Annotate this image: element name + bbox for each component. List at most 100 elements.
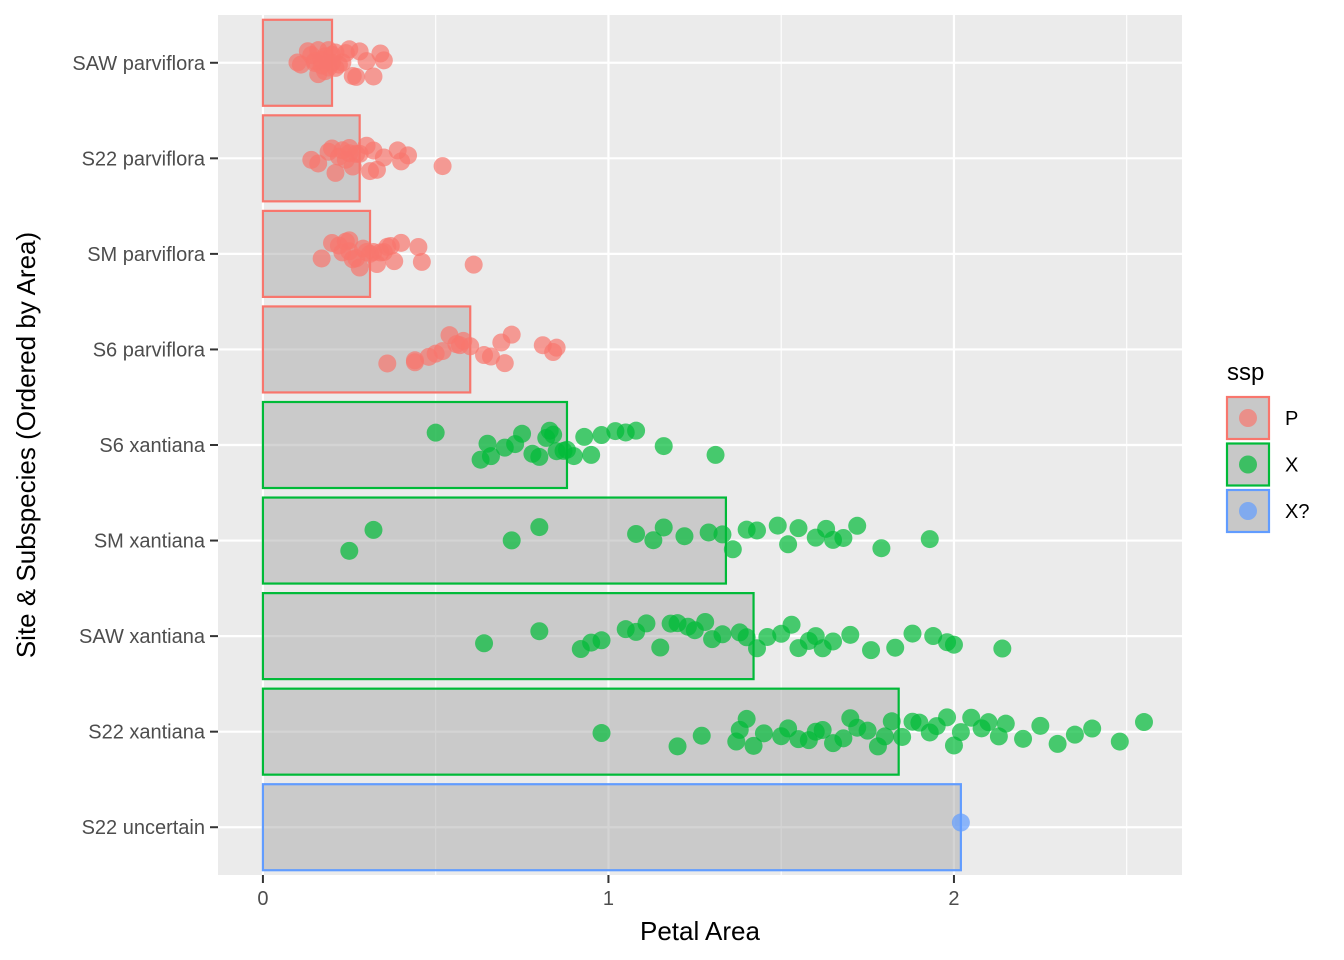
data-point <box>364 67 383 86</box>
data-point <box>924 627 943 646</box>
data-point <box>782 615 801 634</box>
data-point <box>938 708 957 727</box>
data-point <box>405 351 424 370</box>
data-point <box>654 518 673 537</box>
y-tick-label: SAW parviflora <box>72 53 206 75</box>
data-point <box>675 527 694 546</box>
data-point <box>748 639 767 658</box>
data-point <box>848 516 867 535</box>
data-point <box>886 638 905 657</box>
points <box>288 40 1153 832</box>
data-point <box>723 540 742 559</box>
data-point <box>758 627 777 646</box>
data-point <box>544 425 563 444</box>
data-point <box>834 528 853 547</box>
data-point <box>699 523 718 542</box>
data-point <box>813 720 832 739</box>
data-point <box>748 521 767 540</box>
data-point <box>347 67 366 86</box>
data-point <box>357 52 376 71</box>
data-point <box>564 447 583 466</box>
y-axis: SAW parviflora S22 parviflora SM parviflor… <box>72 53 218 839</box>
data-point <box>481 347 500 366</box>
data-point <box>530 518 549 537</box>
y-axis-title: Site & Subspecies (Ordered by Area) <box>11 232 41 658</box>
x-axis-title: Petal Area <box>640 916 761 946</box>
x-tick-label: 2 <box>948 888 959 910</box>
data-point <box>993 639 1012 658</box>
data-point <box>768 516 787 535</box>
data-point <box>862 641 881 660</box>
y-tick-label: SAW xantiana <box>79 626 206 648</box>
data-point <box>882 712 901 731</box>
legend-title: ssp <box>1227 359 1264 386</box>
data-point <box>385 252 404 271</box>
data-point <box>582 445 601 464</box>
data-point <box>713 525 732 544</box>
data-point <box>433 157 452 176</box>
y-tick-label: S22 xantiana <box>88 722 206 744</box>
data-point <box>627 421 646 440</box>
data-point <box>744 736 763 755</box>
data-point <box>1031 716 1050 735</box>
data-point <box>433 342 452 361</box>
data-point <box>737 709 756 728</box>
y-tick-label: S22 uncertain <box>82 817 205 839</box>
data-point <box>326 163 345 182</box>
data-point <box>399 146 418 165</box>
data-point <box>502 531 521 550</box>
data-point <box>979 713 998 732</box>
data-point <box>502 325 521 344</box>
data-point <box>789 519 808 538</box>
data-point <box>495 354 514 373</box>
data-point <box>409 237 428 256</box>
legend-key-point <box>1239 502 1257 520</box>
data-point <box>475 634 494 653</box>
data-point <box>412 252 431 271</box>
data-point <box>464 255 483 274</box>
data-point <box>309 154 328 173</box>
y-tick-label: S6 xantiana <box>99 435 206 457</box>
data-point <box>779 535 798 554</box>
data-point <box>592 724 611 743</box>
data-point <box>875 727 894 746</box>
data-point <box>834 729 853 748</box>
data-point <box>920 530 939 549</box>
data-point <box>692 726 711 745</box>
data-point <box>637 614 656 633</box>
bar <box>261 592 755 681</box>
data-point <box>996 714 1015 733</box>
y-tick-label: S6 parviflora <box>93 339 206 361</box>
data-point <box>374 51 393 70</box>
y-tick-label: SM parviflora <box>87 244 206 266</box>
data-point <box>654 437 673 456</box>
data-point <box>350 258 369 277</box>
data-point <box>340 541 359 560</box>
data-point <box>951 813 970 832</box>
legend-label: P <box>1285 408 1298 430</box>
x-tick-label: 1 <box>603 888 614 910</box>
data-point <box>312 249 331 268</box>
data-point <box>547 338 566 357</box>
data-point <box>706 445 725 464</box>
data-point <box>858 721 877 740</box>
data-point <box>530 447 549 466</box>
legend-label: X? <box>1285 501 1309 523</box>
x-axis: 0 1 2 <box>257 875 960 910</box>
data-point <box>1048 734 1067 753</box>
data-point <box>426 423 445 442</box>
legend-key-point <box>1239 455 1257 474</box>
legend-key-point <box>1239 409 1257 427</box>
data-point <box>530 622 549 641</box>
y-tick-label: S22 parviflora <box>82 148 206 170</box>
data-point <box>364 520 383 539</box>
data-point <box>1065 725 1084 744</box>
data-point <box>481 447 500 466</box>
x-tick-label: 0 <box>257 888 268 910</box>
data-point <box>592 426 611 445</box>
data-point <box>374 148 393 167</box>
data-point <box>378 354 397 373</box>
data-point <box>1134 713 1153 732</box>
data-point <box>1110 732 1129 751</box>
data-point <box>824 632 843 651</box>
